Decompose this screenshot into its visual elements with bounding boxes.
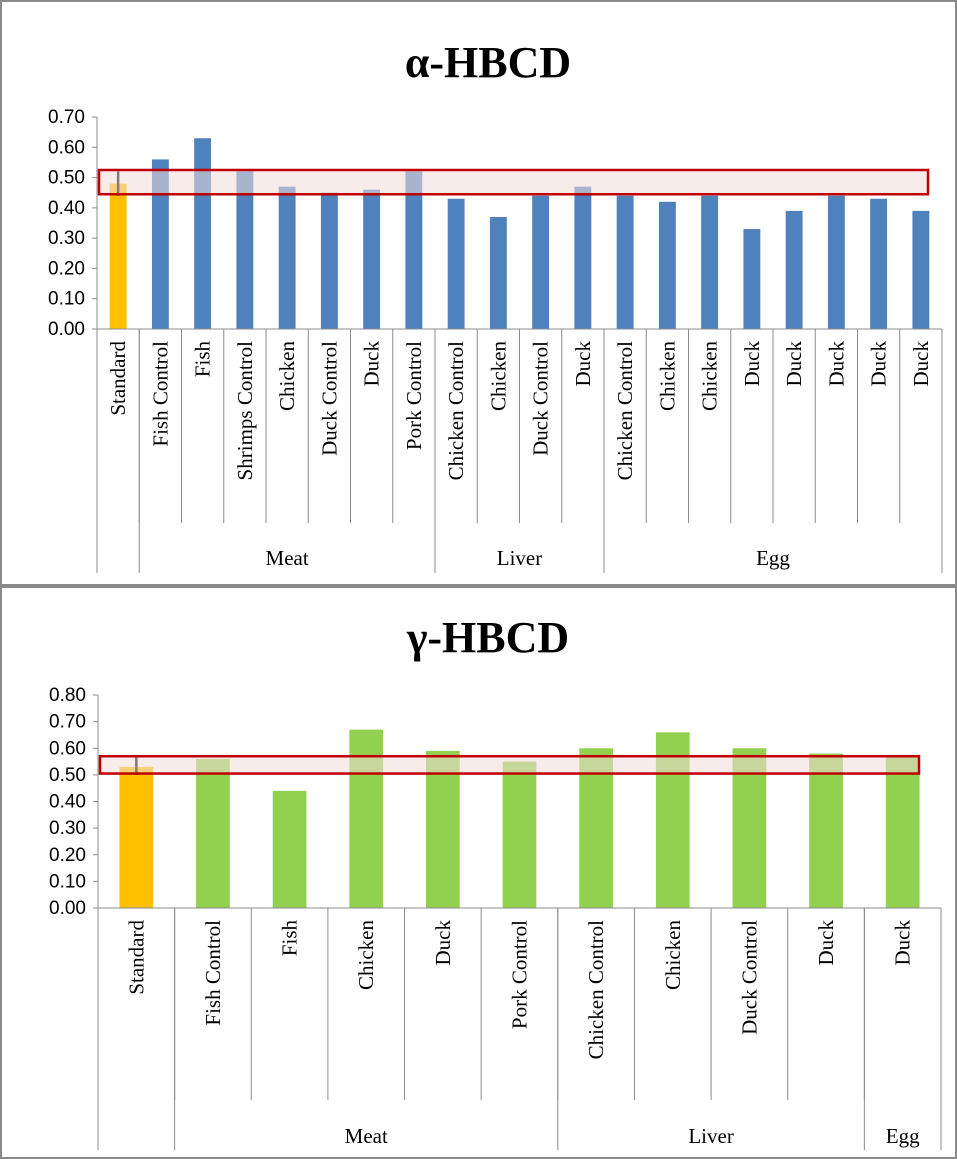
bar-pork-control — [502, 761, 537, 908]
y-tick-label: 0.00 — [48, 319, 85, 340]
bar-pork-control — [405, 171, 423, 329]
bar-chicken-control — [447, 198, 465, 329]
category-label: Duck — [782, 341, 806, 387]
group-label-liver: Liver — [497, 546, 542, 570]
gamma-hbcd-title: γ-HBCD — [406, 613, 569, 662]
y-tick-label: 0.50 — [49, 765, 86, 786]
y-tick-label: 0.30 — [49, 818, 86, 839]
category-label: Shrimps Control — [233, 341, 257, 481]
category-label: Duck — [360, 341, 384, 387]
bar-chicken-control — [616, 195, 634, 329]
group-label-egg: Egg — [756, 546, 790, 570]
bar-duck — [785, 210, 803, 329]
bar-standard — [109, 183, 127, 329]
y-tick-label: 0.80 — [49, 685, 86, 706]
y-tick-label: 0.00 — [49, 898, 86, 919]
bar-fish — [194, 138, 212, 329]
bar-duck — [809, 753, 843, 908]
gamma-hbcd-chart-panel: γ-HBCD 0.00 0.10 0.20 0.30 0.40 0.50 0.60 0.70 0… — [0, 586, 957, 1159]
y-tick-label: 0.70 — [49, 712, 86, 733]
category-label: Duck Control — [317, 341, 341, 456]
category-label: Duck Control — [529, 341, 553, 456]
category-label: Duck — [909, 341, 933, 387]
bar-duck — [827, 195, 845, 329]
category-label: Fish — [278, 920, 302, 957]
category-label: Chicken — [486, 341, 510, 411]
bar-duck — [363, 189, 381, 329]
bar-chicken — [658, 201, 676, 329]
bar-duck — [870, 198, 888, 329]
category-label: Fish Control — [148, 341, 172, 447]
category-label: Duck — [431, 920, 455, 966]
y-tick-label: 0.10 — [48, 289, 85, 310]
category-label: Duck — [571, 341, 595, 387]
y-tick-label: 0.40 — [48, 198, 85, 219]
y-tick-label: 0.10 — [49, 871, 86, 892]
category-label: Standard — [106, 341, 130, 416]
category-label: Standard — [124, 920, 148, 995]
bar-fish — [272, 790, 307, 908]
y-tick-label: 0.20 — [49, 845, 86, 866]
category-label: Fish Control — [201, 920, 225, 1026]
bar-duck — [912, 210, 930, 329]
category-label: Chicken — [698, 341, 722, 411]
bar-standard — [119, 766, 154, 908]
reference-band — [98, 754, 921, 775]
group-label-egg: Egg — [886, 1124, 920, 1148]
alpha-hbcd-chart: α-HBCD 0.00 0.10 0.20 0.30 0.40 0.50 0.60 0.70 S… — [48, 38, 943, 573]
category-label: Duck Control — [737, 920, 761, 1035]
bar-chicken — [278, 186, 296, 329]
category-label: Chicken — [275, 341, 299, 411]
alpha-hbcd-title: α-HBCD — [405, 38, 571, 87]
bar-fish-control — [196, 758, 230, 908]
y-tick-label: 0.60 — [48, 137, 85, 158]
y-tick-label: 0.60 — [49, 738, 86, 759]
bar-chicken — [701, 195, 719, 329]
y-tick-label: 0.20 — [48, 258, 85, 279]
bar-duck — [574, 186, 592, 329]
bar-chicken-control — [579, 748, 613, 908]
y-tick-label: 0.30 — [48, 228, 85, 249]
bar-duck-control — [732, 748, 767, 908]
category-label: Chicken Control — [584, 920, 608, 1060]
bar-duck — [743, 229, 761, 329]
category-label: Chicken — [655, 341, 679, 411]
reference-band — [97, 168, 930, 196]
category-label: Chicken Control — [613, 341, 637, 481]
category-label: Chicken — [661, 920, 685, 990]
category-label: Pork Control — [402, 341, 426, 450]
category-label: Chicken — [354, 920, 378, 990]
category-label: Duck — [867, 341, 891, 387]
category-label: Pork Control — [508, 920, 532, 1029]
category-label: Duck — [824, 341, 848, 387]
category-label: Duck — [814, 920, 838, 966]
bar-shrimps-control — [236, 171, 254, 329]
bar-chicken — [489, 216, 507, 329]
category-label: Duck — [740, 341, 764, 387]
bar-duck — [885, 756, 920, 908]
group-label-meat: Meat — [345, 1124, 388, 1148]
category-label: Duck — [891, 920, 915, 966]
y-tick-label: 0.40 — [49, 792, 86, 813]
gamma-hbcd-chart: γ-HBCD 0.00 0.10 0.20 0.30 0.40 0.50 0.60 0.70 0… — [49, 613, 942, 1150]
category-label: Chicken Control — [444, 341, 468, 481]
bar-fish-control — [151, 159, 169, 329]
category-label: Fish — [191, 341, 215, 378]
bar-duck-control — [532, 195, 550, 329]
group-label-liver: Liver — [688, 1124, 733, 1148]
y-tick-label: 0.70 — [48, 107, 85, 128]
bar-duck — [426, 750, 460, 908]
bar-duck-control — [320, 192, 338, 329]
y-tick-label: 0.50 — [48, 168, 85, 189]
alpha-hbcd-chart-panel: α-HBCD 0.00 0.10 0.20 0.30 0.40 0.50 0.60 0.70 S… — [0, 0, 957, 586]
group-label-meat: Meat — [266, 546, 309, 570]
